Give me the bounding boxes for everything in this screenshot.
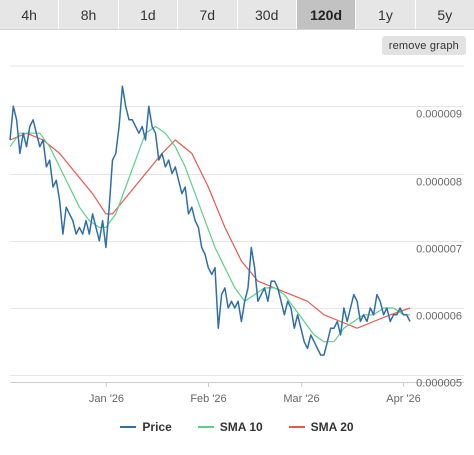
tab-5y[interactable]: 5y [437,6,453,23]
price-chart: Jan '26 Feb '26 Mar '26 Apr '26 0.0000050.0… [9,65,464,405]
tab-7d[interactable]: 7d [178,0,238,29]
time-range-tabs: 4h 8h 1d 7d 30d 120d 1y 5y [0,0,474,30]
series-line-sma-10 [9,125,410,343]
x-tick-label: Jan '26 [89,393,124,405]
tab-120d[interactable]: 120d [296,0,357,29]
tab-1y[interactable]: 1y [356,0,416,29]
legend-label: Price [142,420,172,434]
chart-grid [10,65,464,376]
legend-swatch [120,426,137,428]
tab-4h[interactable]: 4h [0,0,60,29]
series-line-sma-20 [9,132,411,329]
x-tick-label: Mar '26 [283,393,319,405]
y-tick-label: 0.000006 [416,311,462,323]
y-tick-label: 0.000007 [416,244,462,256]
legend-swatch [197,426,214,428]
tab-30d[interactable]: 30d [238,0,297,29]
y-tick-label: 0.000005 [416,378,462,390]
remove-graph-button[interactable]: remove graph [381,36,466,55]
chart-series [9,85,411,356]
legend-item-price[interactable]: Price [120,420,172,434]
x-tick-label: Apr '26 [386,393,421,405]
tab-8h[interactable]: 8h [59,0,119,29]
chart-legend: Price SMA 10 SMA 20 [0,420,474,434]
y-tick-label: 0.000008 [416,177,462,189]
legend-label: SMA 10 [219,420,263,434]
legend-item-sma-10[interactable]: SMA 10 [197,420,263,434]
legend-label: SMA 20 [310,420,354,434]
tab-1d[interactable]: 1d [119,0,179,29]
legend-swatch [288,426,305,428]
x-tick-label: Feb '26 [190,393,226,405]
series-line-price [9,85,411,356]
legend-item-sma-20[interactable]: SMA 20 [288,420,354,434]
y-axis: 0.000005 0.000006 0.000007 0.000008 0.000009 [416,109,462,390]
x-axis: Jan '26 Feb '26 Mar '26 Apr '26 [10,382,464,405]
y-tick-label: 0.000009 [416,109,462,121]
